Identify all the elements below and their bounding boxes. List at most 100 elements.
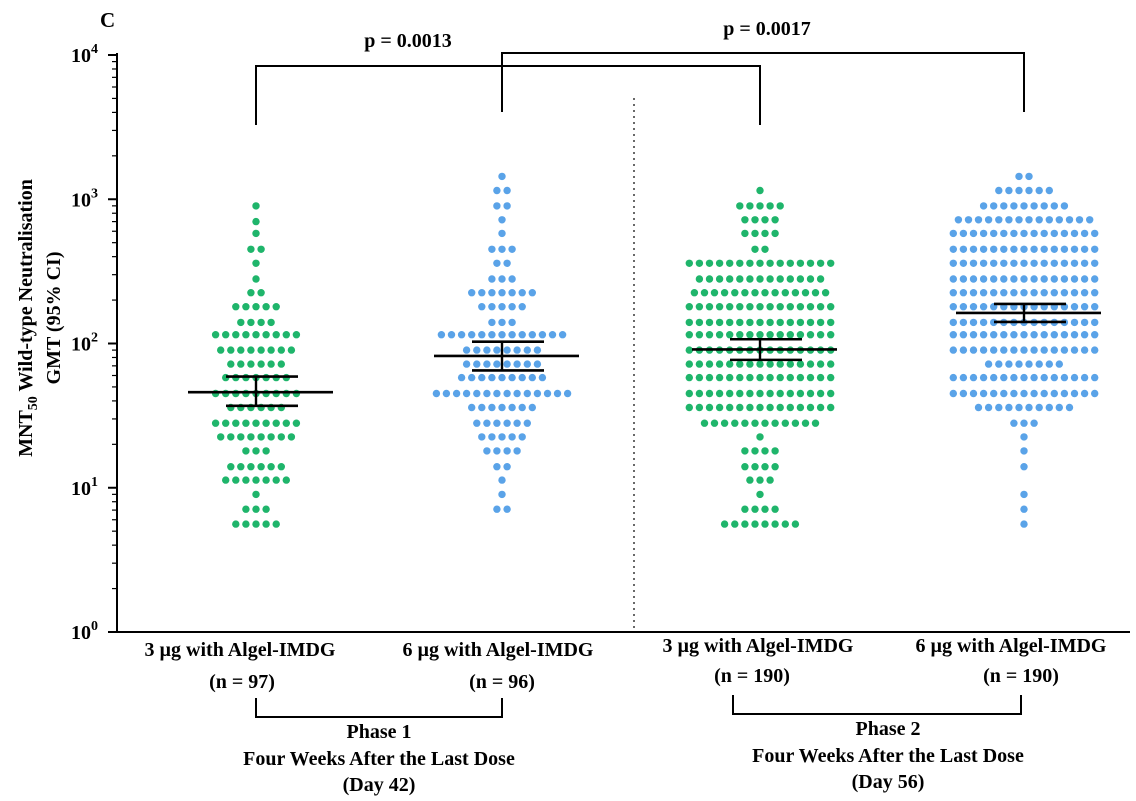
data-point xyxy=(816,303,825,311)
data-point xyxy=(1060,275,1069,283)
data-point xyxy=(827,389,835,398)
data-point xyxy=(503,202,511,210)
y-tick-label: 102 xyxy=(71,331,98,356)
data-point xyxy=(685,318,693,327)
data-point xyxy=(262,520,270,528)
data-point xyxy=(731,520,739,528)
data-point xyxy=(277,463,285,471)
data-point xyxy=(766,403,774,412)
data-point xyxy=(796,275,805,283)
data-point xyxy=(756,433,764,441)
data-point xyxy=(746,403,754,412)
data-point xyxy=(756,275,764,283)
data-point xyxy=(969,373,978,382)
data-point xyxy=(959,245,968,253)
data-point xyxy=(457,373,466,382)
data-point xyxy=(292,419,301,427)
data-point xyxy=(751,289,759,297)
data-point xyxy=(222,476,230,484)
data-point xyxy=(1000,331,1008,339)
data-point xyxy=(949,245,957,253)
data-point xyxy=(979,318,988,327)
data-point xyxy=(247,360,255,368)
data-point xyxy=(949,275,957,283)
data-point xyxy=(1045,403,1054,412)
data-point xyxy=(498,275,506,283)
data-point xyxy=(959,275,968,283)
data-point xyxy=(736,303,744,311)
x-category-label: 3 µg with Algel-IMDG xyxy=(145,639,336,661)
data-point xyxy=(705,318,714,327)
data-point xyxy=(1030,275,1038,283)
data-point xyxy=(766,259,774,267)
data-point xyxy=(232,331,240,339)
data-point xyxy=(262,447,270,455)
data-point xyxy=(766,318,774,327)
data-point xyxy=(442,389,451,398)
data-point xyxy=(553,389,562,398)
data-point xyxy=(1025,172,1033,181)
data-point xyxy=(715,389,724,398)
data-point xyxy=(1070,389,1079,398)
data-point xyxy=(720,289,729,297)
data-point xyxy=(503,447,511,455)
data-point xyxy=(1040,373,1048,382)
data-point xyxy=(1080,229,1089,238)
data-point xyxy=(468,373,476,382)
data-point xyxy=(959,303,968,311)
data-point xyxy=(272,331,280,339)
data-point xyxy=(979,289,988,297)
data-point xyxy=(272,520,280,528)
data-point xyxy=(1000,275,1008,283)
data-point xyxy=(736,360,744,368)
data-point xyxy=(1030,389,1038,398)
data-point xyxy=(969,245,978,253)
data-point xyxy=(498,245,506,253)
data-point xyxy=(959,229,968,238)
data-point xyxy=(498,289,506,297)
data-point xyxy=(705,275,714,283)
data-point xyxy=(262,419,270,427)
data-point xyxy=(493,447,501,455)
data-point xyxy=(1030,202,1038,210)
data-point xyxy=(756,186,764,195)
panel-label: C xyxy=(100,8,115,32)
data-point xyxy=(1000,289,1008,297)
data-point xyxy=(781,419,789,427)
data-point xyxy=(776,403,784,412)
data-point xyxy=(766,303,774,311)
phase-subtitle: (Day 42) xyxy=(343,774,416,796)
data-point xyxy=(242,520,250,528)
data-point xyxy=(1050,202,1059,210)
data-point xyxy=(518,331,526,339)
data-point xyxy=(949,259,957,267)
data-point xyxy=(1080,303,1089,311)
data-point xyxy=(796,389,805,398)
x-n-label: (n = 96) xyxy=(469,671,535,693)
data-point xyxy=(969,289,978,297)
data-point xyxy=(488,289,496,297)
data-point xyxy=(252,331,260,339)
data-point xyxy=(1080,289,1089,297)
data-point xyxy=(756,373,764,382)
data-point xyxy=(1000,373,1008,382)
data-point xyxy=(806,360,815,368)
data-point xyxy=(726,259,734,267)
data-point xyxy=(816,275,825,283)
data-point xyxy=(262,505,270,513)
data-point xyxy=(1020,389,1028,398)
data-point xyxy=(1080,245,1089,253)
data-point xyxy=(949,346,957,354)
data-point xyxy=(1065,216,1074,224)
data-point xyxy=(227,360,235,368)
data-point xyxy=(518,303,526,311)
data-point xyxy=(232,303,240,311)
data-point xyxy=(1040,275,1048,283)
data-point xyxy=(685,360,693,368)
data-point xyxy=(990,259,998,267)
data-point xyxy=(736,259,744,267)
data-point xyxy=(1010,331,1018,339)
data-point xyxy=(1080,275,1089,283)
data-point xyxy=(1010,202,1018,210)
data-point xyxy=(954,216,963,224)
